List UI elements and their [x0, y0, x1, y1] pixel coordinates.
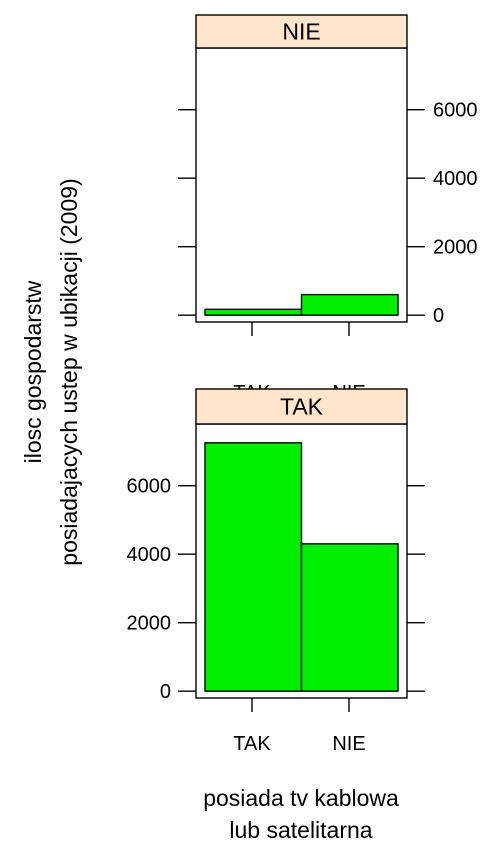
- y-tick-label-nie-2000: 2000: [433, 237, 478, 259]
- y-tick-label-nie-6000: 6000: [433, 100, 478, 122]
- x-tick-label-tak-nie: NIE: [332, 733, 365, 755]
- bar-nie-tak: [204, 308, 303, 316]
- y-tick-label-tak-4000: 4000: [127, 544, 172, 566]
- y-axis-title-line-1: ilosc gospodarstw: [20, 280, 46, 463]
- strip-label-nie: NIE: [282, 19, 320, 45]
- y-tick-label-tak-2000: 2000: [127, 613, 172, 635]
- panel-frame-nie: [195, 47, 408, 323]
- y-axis-title-line-2: posiadajacych ustep w ubikacji (2009): [56, 178, 82, 565]
- panels-layer: NIE0200040006000TAKNIETAK0200040006000TA…: [127, 14, 478, 755]
- x-axis-title-line-2: lub satelitarna: [229, 817, 372, 843]
- x-axis-title-line-1: posiada tv kablowa: [203, 785, 399, 811]
- bar-nie-nie: [300, 293, 399, 316]
- strip-nie: [195, 14, 408, 49]
- x-tick-label-tak-tak: TAK: [233, 733, 271, 755]
- bar-tak-nie: [300, 543, 399, 692]
- bar-tak-tak: [204, 442, 303, 692]
- y-tick-label-nie-4000: 4000: [433, 168, 478, 190]
- y-tick-label-tak-0: 0: [160, 681, 171, 703]
- y-tick-label-nie-0: 0: [433, 305, 444, 327]
- y-tick-label-tak-6000: 6000: [127, 476, 172, 498]
- strip-label-tak: TAK: [280, 394, 324, 420]
- strip-tak: [195, 388, 408, 425]
